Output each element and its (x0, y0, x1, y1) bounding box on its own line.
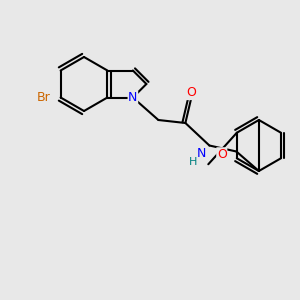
Text: N: N (196, 147, 206, 161)
Text: O: O (186, 86, 196, 100)
Text: N: N (128, 91, 138, 104)
Text: H: H (189, 157, 197, 167)
Text: Br: Br (36, 91, 50, 104)
Text: O: O (217, 148, 227, 161)
